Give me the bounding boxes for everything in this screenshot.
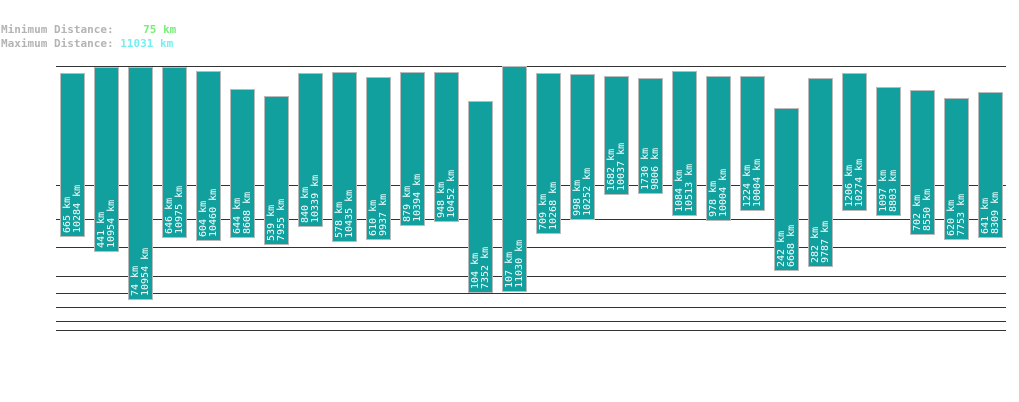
bar-min-label: 578 km [334, 202, 345, 238]
range-bar [706, 76, 731, 221]
bar-max-label: 10037 km [616, 143, 627, 191]
bar-max-label: 10435 km [344, 190, 355, 238]
bar-min-label: 1206 km [844, 165, 855, 207]
bar-min-label: 104 km [470, 253, 481, 289]
range-bar [808, 78, 833, 267]
bar-min-label: 702 km [912, 195, 923, 231]
range-bar [366, 77, 391, 240]
range-bar [162, 67, 187, 238]
bar-max-label: 10460 km [208, 189, 219, 237]
range-bar [910, 90, 935, 235]
bar-max-label: 10268 km [548, 182, 559, 230]
bar-max-label: 7955 km [276, 199, 287, 241]
bar-min-label: 948 km [436, 182, 447, 218]
bar-max-label: 10452 km [446, 170, 457, 218]
min-distance-row: Minimum Distance: 75 km [1, 24, 176, 35]
bar-max-label: 10954 km [140, 248, 151, 296]
max-distance-label: Maximum Distance: [1, 37, 114, 50]
bar-max-label: 10339 km [310, 175, 321, 223]
bar-max-label: 11030 km [514, 240, 525, 288]
bar-min-label: 644 km [232, 198, 243, 234]
range-bar [94, 67, 119, 252]
bar-min-label: 998 km [572, 180, 583, 216]
max-distance-row: Maximum Distance: 11031 km [1, 38, 173, 49]
bar-min-label: 1084 km [674, 170, 685, 212]
bar-max-label: 10975 km [174, 186, 185, 234]
bar-min-label: 1730 km [640, 148, 651, 190]
bar-max-label: 10274 km [854, 159, 865, 207]
range-bar [638, 78, 663, 194]
range-bar [536, 73, 561, 234]
bar-max-label: 10284 km [72, 185, 83, 233]
min-distance-label: Minimum Distance: [1, 23, 114, 36]
bar-min-label: 107 km [504, 252, 515, 288]
bar-min-label: 978 km [708, 181, 719, 217]
bar-min-label: 441 km [96, 212, 107, 248]
range-bar [740, 76, 765, 211]
min-distance-value: 75 km [143, 23, 177, 36]
bar-min-label: 840 km [300, 187, 311, 223]
range-bar [230, 89, 255, 238]
range-bar [876, 87, 901, 216]
bar-min-label: 74 km [130, 266, 141, 296]
range-bar [978, 92, 1003, 238]
bar-max-label: 8803 km [888, 170, 899, 212]
bar-min-label: 709 km [538, 194, 549, 230]
range-bar [774, 108, 799, 271]
range-bar [128, 67, 153, 300]
bar-min-label: 604 km [198, 201, 209, 237]
bar-max-label: 6668 km [786, 225, 797, 267]
bar-max-label: 10004 km [752, 159, 763, 207]
range-bar [468, 101, 493, 293]
bar-min-label: 1682 km [606, 149, 617, 191]
bar-max-label: 10394 km [412, 174, 423, 222]
bar-min-label: 282 km [810, 227, 821, 263]
range-bar [502, 66, 527, 292]
bar-max-label: 7352 km [480, 247, 491, 289]
bar-max-label: 9937 km [378, 194, 389, 236]
range-bar [842, 73, 867, 211]
range-bar [332, 72, 357, 242]
bar-max-label: 10513 km [684, 164, 695, 212]
bar-min-label: 879 km [402, 186, 413, 222]
bar-min-label: 641 km [980, 198, 991, 234]
bar-max-label: 8608 km [242, 192, 253, 234]
range-bar [944, 98, 969, 240]
bar-max-label: 10252 km [582, 168, 593, 216]
max-distance-value: 11031 km [120, 37, 174, 50]
bar-min-label: 610 km [368, 200, 379, 236]
bar-min-label: 1224 km [742, 165, 753, 207]
range-bar [672, 71, 697, 216]
range-bar [604, 76, 629, 195]
bar-min-label: 1097 km [878, 170, 889, 212]
bar-min-label: 539 km [266, 205, 277, 241]
bar-max-label: 7753 km [956, 194, 967, 236]
range-bar [400, 72, 425, 226]
range-bar [570, 74, 595, 220]
bar-min-label: 620 km [946, 200, 957, 236]
bar-max-label: 8309 km [990, 192, 1001, 234]
bar-max-label: 9806 km [650, 148, 661, 190]
range-bar [434, 72, 459, 222]
bar-min-label: 242 km [776, 231, 787, 267]
bar-max-label: 10004 km [718, 169, 729, 217]
range-bar [298, 73, 323, 227]
bar-max-label: 10954 km [106, 200, 117, 248]
bar-max-label: 8550 km [922, 189, 933, 231]
range-bar [196, 71, 221, 241]
range-bar [264, 96, 289, 245]
bar-max-label: 9787 km [820, 221, 831, 263]
range-bar [60, 73, 85, 237]
bar-min-label: 665 km [62, 197, 73, 233]
bar-min-label: 646 km [164, 198, 175, 234]
